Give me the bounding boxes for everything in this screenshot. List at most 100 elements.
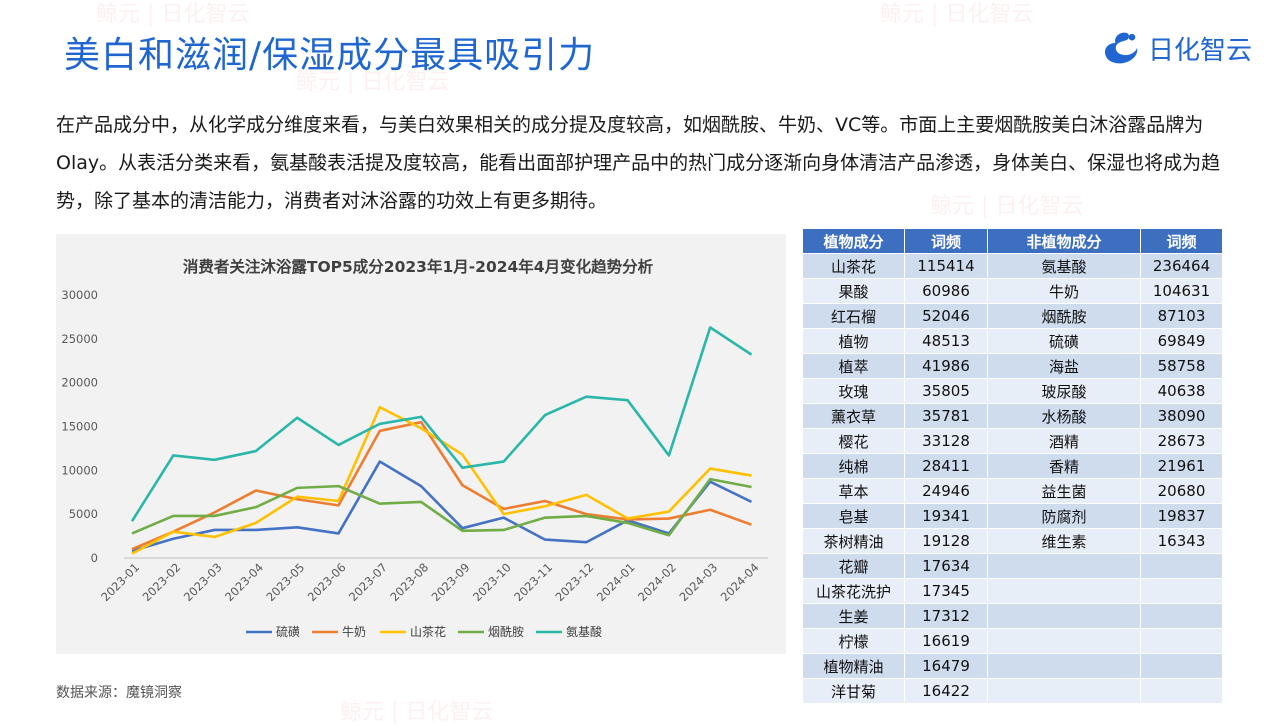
nonplant-freq-cell: 20680: [1140, 478, 1223, 504]
nonplant-freq-cell: 38090: [1140, 403, 1223, 429]
brand-logo: 日化智云: [1102, 24, 1252, 72]
table-row: 茶树精油 19128 维生素 16343: [802, 528, 1223, 554]
plant-name-cell: 山茶花洗护: [802, 578, 905, 604]
plant-name-cell: 草本: [802, 478, 905, 504]
nonplant-name-cell: [987, 653, 1141, 679]
plant-freq-cell: 17345: [904, 578, 988, 604]
plant-freq-cell: 16479: [904, 653, 988, 679]
y-tick-label: 25000: [61, 332, 98, 346]
intro-paragraph: 在产品成分中，从化学成分维度来看，与美白效果相关的成分提及度较高，如烟酰胺、牛奶…: [56, 114, 1221, 212]
nonplant-freq-cell: [1140, 653, 1223, 679]
plant-freq-cell: 48513: [904, 328, 988, 354]
nonplant-freq-cell: 104631: [1140, 278, 1223, 304]
plant-name-cell: 植物精油: [802, 653, 905, 679]
nonplant-freq-cell: 21961: [1140, 453, 1223, 479]
plant-freq-cell: 33128: [904, 428, 988, 454]
x-tick-label: 2024-04: [718, 560, 762, 604]
plant-name-cell: 玫瑰: [802, 378, 905, 404]
plant-name-cell: 茶树精油: [802, 528, 905, 554]
nonplant-name-cell: 氨基酸: [987, 253, 1141, 279]
trend-chart-svg: 消费者关注沐浴露TOP5成分2023年1月-2024年4月变化趋势分析 0 500…: [61, 257, 768, 639]
plant-name-cell: 果酸: [802, 278, 905, 304]
nonplant-name-cell: 酒精: [987, 428, 1141, 454]
legend-label: 氨基酸: [566, 624, 602, 639]
nonplant-freq-cell: 16343: [1140, 528, 1223, 554]
table-row: 樱花 33128 酒精 28673: [802, 428, 1223, 454]
nonplant-name-cell: [987, 578, 1141, 604]
plant-freq-cell: 16422: [904, 678, 988, 704]
table-row: 草本 24946 益生菌 20680: [802, 478, 1223, 504]
plant-name-cell: 生姜: [802, 603, 905, 629]
table-row: 皂基 19341 防腐剂 19837: [802, 503, 1223, 529]
table-row: 植萃 41986 海盐 58758: [802, 353, 1223, 379]
nonplant-name-cell: 香精: [987, 453, 1141, 479]
plant-name-cell: 樱花: [802, 428, 905, 454]
plant-name-cell: 纯棉: [802, 453, 905, 479]
x-tick-label: 2023-02: [140, 560, 184, 604]
nonplant-name-cell: 维生素: [987, 528, 1141, 554]
x-tick-label: 2024-01: [594, 560, 638, 604]
nonplant-name-cell: 水杨酸: [987, 403, 1141, 429]
plant-freq-cell: 16619: [904, 628, 988, 654]
plant-freq-cell: 17634: [904, 553, 988, 579]
x-tick-label: 2024-03: [676, 560, 720, 604]
nonplant-name-cell: 玻尿酸: [987, 378, 1141, 404]
plant-name-cell: 红石榴: [802, 303, 905, 329]
chart-title: 消费者关注沐浴露TOP5成分2023年1月-2024年4月变化趋势分析: [183, 257, 654, 276]
nonplant-name-cell: 牛奶: [987, 278, 1141, 304]
logo-text: 日化智云: [1147, 35, 1252, 66]
plant-freq-cell: 41986: [904, 353, 988, 379]
plant-name-cell: 薰衣草: [802, 403, 905, 429]
legend-label: 牛奶: [342, 624, 366, 639]
data-source: 数据来源：魔镜洞察: [56, 685, 182, 701]
nonplant-freq-cell: 19837: [1140, 503, 1223, 529]
header-plant-freq: 词频: [904, 228, 988, 254]
plant-name-cell: 植萃: [802, 353, 905, 379]
x-tick-label: 2023-10: [470, 560, 514, 604]
plant-freq-cell: 17312: [904, 603, 988, 629]
table-header-row: 植物成分 词频 非植物成分 词频: [802, 228, 1223, 254]
nonplant-freq-cell: [1140, 678, 1223, 704]
x-tick-label: 2023-08: [387, 560, 431, 604]
table-row: 植物 48513 硫磺 69849: [802, 328, 1223, 354]
nonplant-name-cell: [987, 678, 1141, 704]
nonplant-name-cell: 烟酰胺: [987, 303, 1141, 329]
x-tick-label: 2023-06: [305, 560, 349, 604]
watermark: 鲸元 | 日化智云: [96, 2, 250, 27]
y-tick-label: 20000: [61, 376, 98, 390]
nonplant-freq-cell: 58758: [1140, 353, 1223, 379]
nonplant-freq-cell: 28673: [1140, 428, 1223, 454]
nonplant-freq-cell: [1140, 603, 1223, 629]
plant-freq-cell: 52046: [904, 303, 988, 329]
plant-freq-cell: 35805: [904, 378, 988, 404]
nonplant-name-cell: [987, 553, 1141, 579]
plant-freq-cell: 35781: [904, 403, 988, 429]
x-tick-label: 2023-05: [263, 560, 307, 604]
table-row: 花瓣 17634: [802, 553, 1223, 579]
x-tick-label: 2023-01: [98, 560, 142, 604]
nonplant-freq-cell: 69849: [1140, 328, 1223, 354]
trend-chart: 消费者关注沐浴露TOP5成分2023年1月-2024年4月变化趋势分析 0 500…: [56, 234, 786, 654]
plant-freq-cell: 19341: [904, 503, 988, 529]
nonplant-freq-cell: 40638: [1140, 378, 1223, 404]
nonplant-name-cell: 海盐: [987, 353, 1141, 379]
series-line-4: [130, 326, 753, 522]
table-row: 薰衣草 35781 水杨酸 38090: [802, 403, 1223, 429]
nonplant-name-cell: 硫磺: [987, 328, 1141, 354]
header-nonplant-freq: 词频: [1140, 228, 1223, 254]
table-row: 山茶花 115414 氨基酸 236464: [802, 253, 1223, 279]
legend-label: 烟酰胺: [488, 625, 524, 639]
legend-label: 山茶花: [410, 624, 446, 639]
nonplant-name-cell: [987, 603, 1141, 629]
table-row: 柠檬 16619: [802, 628, 1223, 654]
y-tick-label: 0: [91, 551, 98, 565]
plant-freq-cell: 60986: [904, 278, 988, 304]
plant-freq-cell: 19128: [904, 528, 988, 554]
x-tick-label: 2023-07: [346, 560, 390, 604]
series-line-1: [131, 420, 752, 551]
plant-freq-cell: 24946: [904, 478, 988, 504]
ingredient-table: 植物成分 词频 非植物成分 词频 山茶花 115414 氨基酸 236464 果酸 609…: [802, 228, 1223, 704]
table-row: 纯棉 28411 香精 21961: [802, 453, 1223, 479]
x-tick-label: 2023-03: [181, 560, 225, 604]
watermark: 鲸元 | 日化智云: [340, 700, 494, 725]
